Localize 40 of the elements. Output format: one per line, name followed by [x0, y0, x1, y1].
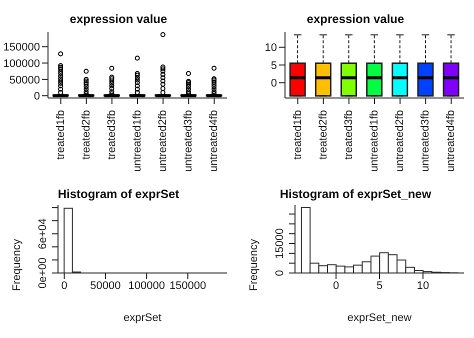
- x-tick-label: treated2fb: [80, 110, 92, 160]
- chart-title: Histogram of exprSet_new: [280, 187, 432, 201]
- x-tick-label: 5: [376, 280, 383, 292]
- chart-title: Histogram of exprSet: [58, 187, 180, 201]
- y-axis-title: Frequency: [248, 238, 260, 291]
- x-tick-label: untreated2fb: [394, 110, 406, 172]
- x-tick-label: 10: [416, 280, 430, 292]
- x-tick-label: treated1fb: [54, 110, 67, 160]
- x-tick-label: untreated3fb: [420, 110, 432, 172]
- chart-title: expression value: [306, 12, 404, 26]
- x-axis-title: exprSet: [124, 312, 162, 324]
- x-tick-label: untreated4fb: [208, 110, 220, 172]
- y-axis-title: Frequency: [10, 238, 23, 291]
- x-tick-label: treated3fb: [342, 110, 355, 160]
- x-tick-label: untreated2fb: [157, 110, 170, 172]
- x-tick-label: 50000: [90, 280, 121, 292]
- y-tick-label: 150000: [3, 42, 40, 54]
- y-tick-label: 6e+04: [37, 218, 49, 250]
- x-tick-label: 0: [61, 280, 68, 292]
- y-tick-label: 0: [270, 78, 277, 90]
- x-tick-label: untreated1fb: [132, 110, 144, 172]
- x-tick-label: untreated4fb: [445, 110, 458, 172]
- y-tick-label: 0: [34, 90, 40, 103]
- y-tick-label: 10: [264, 42, 277, 54]
- x-axis-title: exprSet_new: [347, 312, 412, 324]
- y-tick-label: 0e+00: [37, 258, 49, 288]
- x-tick-label: treated1fb: [292, 110, 304, 160]
- y-tick-label: 5: [270, 60, 277, 72]
- x-tick-label: treated3fb: [106, 110, 118, 160]
- y-tick-label: 0: [274, 270, 286, 276]
- x-tick-label: 0: [332, 280, 340, 292]
- chart-title: expression value: [70, 12, 168, 26]
- x-tick-label: untreated3fb: [182, 110, 195, 172]
- x-tick-label: 150000: [169, 280, 206, 292]
- x-tick-label: untreated1fb: [368, 110, 380, 172]
- y-tick-label: 15000: [274, 228, 286, 259]
- y-tick-label: 100000: [3, 58, 40, 70]
- x-tick-label: treated2fb: [317, 110, 330, 160]
- x-tick-label: 100000: [128, 280, 165, 292]
- y-tick-label: 50000: [9, 74, 40, 86]
